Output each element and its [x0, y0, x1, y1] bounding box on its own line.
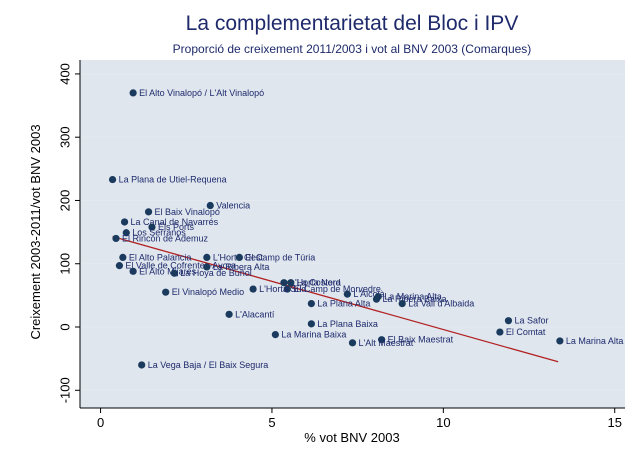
- data-point: [372, 295, 381, 303]
- tick-labels: -100 0 100 200 300 400 0 5 10 15: [57, 63, 622, 430]
- data-point: [144, 208, 153, 216]
- data-point: [108, 175, 117, 184]
- data-point-label: L'Alcoià: [353, 289, 384, 299]
- data-point-label: La Canal de Navarrés: [131, 217, 219, 227]
- data-point: [556, 337, 564, 345]
- data-point: [287, 279, 295, 287]
- fit-line-group: [112, 235, 559, 363]
- data-point: [225, 310, 233, 318]
- data-point-label: Los Serranos: [132, 228, 186, 238]
- data-point-label: La Costera: [297, 278, 341, 288]
- data-point-label: El Alto Vinalopó / L'Alt Vinalopó: [139, 88, 264, 98]
- data-point-label: La Marina Baixa: [281, 330, 346, 340]
- x-tick-label: 15: [607, 415, 621, 430]
- x-tick-label: 0: [97, 415, 104, 430]
- data-point-label: El Camp de Morvedre: [293, 284, 381, 294]
- x-tick-label: 5: [268, 415, 275, 430]
- data-point: [398, 300, 406, 308]
- data-point: [112, 234, 120, 243]
- data-point-label: El Vinalopó Medio: [172, 287, 244, 297]
- data-point-label: El Rincón de Ademuz: [122, 233, 209, 243]
- data-point-label: L'Alacantí: [235, 309, 275, 319]
- data-point: [348, 339, 357, 347]
- y-tick-label: 0: [57, 323, 72, 330]
- chart-subtitle: Proporció de creixement 2011/2003 i vot …: [173, 42, 532, 56]
- data-point: [307, 300, 315, 308]
- data-point-label: L'Horta Sud: [259, 284, 306, 294]
- data-point-label: La Vega Baja / El Baix Segura: [148, 360, 269, 370]
- data-point: [378, 336, 386, 344]
- data-point: [307, 320, 315, 328]
- data-point-label: El Alto Palancia: [129, 252, 192, 262]
- data-point-label: L'Horta Nord: [290, 278, 341, 288]
- data-point-label: La Marina Alta: [566, 336, 624, 346]
- data-point-label: La Vall d'Albaida: [408, 299, 474, 309]
- y-axis-title: Creixement 2003-2011/vot BNV 2003: [28, 124, 43, 339]
- data-point: [148, 223, 156, 231]
- data-point-label: El Alto Mijares: [139, 266, 197, 276]
- data-point: [283, 285, 291, 293]
- data-point-label: El Baix Vinalopó: [155, 207, 220, 217]
- y-tick-label: 300: [57, 126, 72, 148]
- data-point-label: La Plana de Utiel-Requena: [119, 175, 227, 185]
- data-point: [122, 229, 130, 237]
- fit-line: [112, 235, 559, 363]
- data-point-label: La Plana Baixa: [317, 319, 378, 329]
- axes: [75, 60, 625, 413]
- grid-lines: [80, 73, 625, 391]
- data-point-label: El Comtat: [506, 327, 546, 337]
- data-point: [280, 279, 288, 287]
- data-point-label: La Plana Alta: [317, 299, 370, 309]
- data-point-label: La Marina Alta: [384, 292, 442, 302]
- data-point: [249, 285, 257, 293]
- data-point: [235, 253, 243, 262]
- y-tick-label: 200: [57, 190, 72, 212]
- data-point: [203, 253, 211, 262]
- y-tick-label: 400: [57, 63, 72, 85]
- data-point-label: La Ribera Baixa: [382, 294, 446, 304]
- data-point: [170, 269, 178, 277]
- y-tick-label: -100: [57, 377, 72, 403]
- data-point: [115, 262, 124, 270]
- data-point: [138, 361, 146, 369]
- data-point-label: Valencia: [216, 201, 250, 211]
- data-point: [203, 263, 211, 271]
- data-point-label: Els Ports: [158, 222, 195, 232]
- data-points: El Alto Vinalopó / L'Alt Vinalopó La Plan…: [108, 88, 624, 370]
- data-point-label: La Hoya de Buñol: [180, 268, 252, 278]
- data-point: [129, 89, 137, 97]
- data-point: [129, 267, 137, 275]
- data-point: [206, 201, 214, 210]
- data-point: [504, 317, 513, 325]
- data-point-label: El Baix Maestrat: [388, 335, 454, 345]
- chart-title: La complementarietat del Bloc i IPV: [186, 12, 519, 35]
- data-point: [496, 328, 504, 336]
- x-tick-label: 10: [436, 415, 450, 430]
- data-point: [120, 218, 129, 226]
- data-point-label: La Ribera Alta: [213, 262, 270, 272]
- data-point-label: El Camp de Túria: [245, 252, 315, 262]
- y-tick-label: 100: [57, 253, 72, 275]
- data-point: [119, 253, 127, 262]
- data-point-label: El Valle de Cofrentes-Ayora: [125, 261, 235, 271]
- data-point: [162, 288, 170, 296]
- data-point: [271, 331, 279, 339]
- data-point-label: La Safor: [514, 316, 548, 326]
- x-axis-title: % vot BNV 2003: [304, 430, 399, 445]
- data-point-label: L'Alt Maestrat: [359, 338, 414, 348]
- plot-area: [80, 60, 625, 408]
- data-point: [343, 290, 351, 298]
